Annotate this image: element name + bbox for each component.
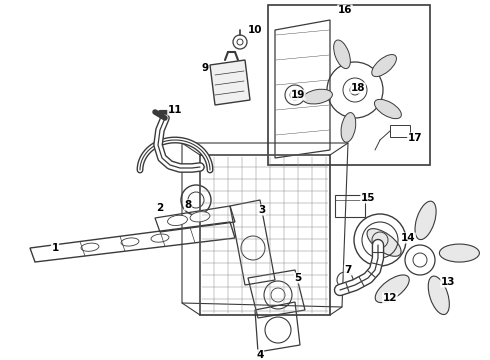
Ellipse shape <box>81 243 99 251</box>
Ellipse shape <box>415 201 436 240</box>
Ellipse shape <box>303 89 332 104</box>
Text: 14: 14 <box>401 233 416 243</box>
Text: 7: 7 <box>344 265 352 275</box>
Ellipse shape <box>168 215 188 226</box>
Ellipse shape <box>334 40 350 69</box>
Text: 13: 13 <box>441 277 455 287</box>
Text: 17: 17 <box>408 133 422 143</box>
Text: 8: 8 <box>184 200 192 210</box>
Bar <box>335 195 365 217</box>
Ellipse shape <box>190 212 210 222</box>
Ellipse shape <box>372 55 396 77</box>
Text: 19: 19 <box>291 90 305 100</box>
Text: 16: 16 <box>338 5 352 15</box>
Ellipse shape <box>151 234 169 242</box>
Ellipse shape <box>341 113 356 142</box>
Bar <box>390 125 410 137</box>
Bar <box>200 155 330 315</box>
Text: 5: 5 <box>294 273 302 283</box>
Text: 15: 15 <box>361 193 375 203</box>
Ellipse shape <box>440 244 479 262</box>
Text: 9: 9 <box>201 63 209 73</box>
Bar <box>268 5 430 165</box>
Text: 2: 2 <box>156 203 164 213</box>
Text: 18: 18 <box>351 83 365 93</box>
Ellipse shape <box>121 238 139 246</box>
Ellipse shape <box>367 229 401 256</box>
Text: 11: 11 <box>168 105 182 115</box>
Text: 4: 4 <box>256 350 264 360</box>
Polygon shape <box>210 60 250 105</box>
Text: 1: 1 <box>51 243 59 253</box>
Ellipse shape <box>428 276 449 315</box>
Ellipse shape <box>374 99 401 119</box>
Text: 12: 12 <box>383 293 397 303</box>
Text: 10: 10 <box>248 25 262 35</box>
Text: 3: 3 <box>258 205 266 215</box>
Ellipse shape <box>375 275 409 303</box>
